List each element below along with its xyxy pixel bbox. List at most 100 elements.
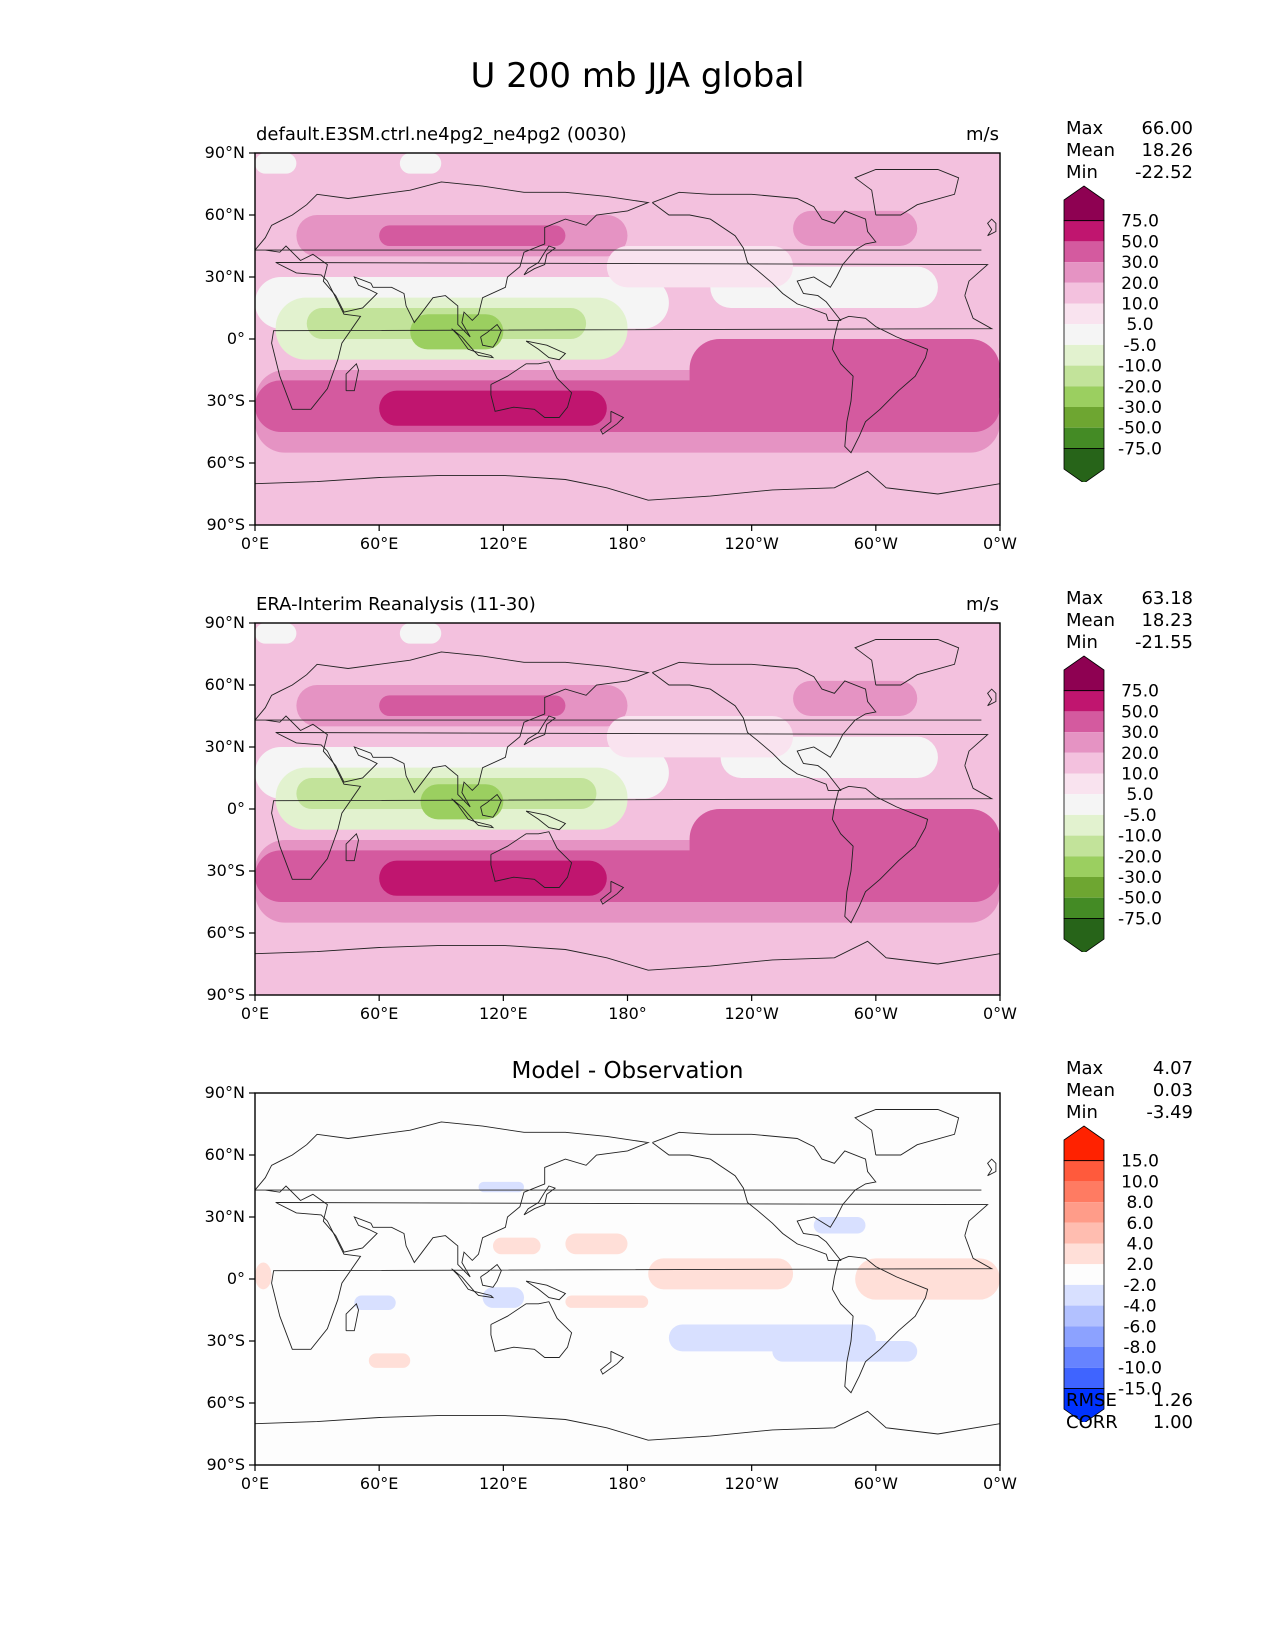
colorbar-segment: [1064, 241, 1104, 263]
colorbar-tick-label: 20.0: [1121, 744, 1159, 764]
colorbar-tick-label: -75.0: [1118, 439, 1162, 459]
x-tick-label: 180°: [608, 1474, 647, 1493]
colorbar-tick-label: 75.0: [1121, 212, 1159, 232]
x-tick-label: 120°W: [724, 534, 779, 553]
x-tick-label: 120°E: [479, 1474, 528, 1493]
y-tick-label: 60°N: [205, 1145, 245, 1164]
y-tick-label: 90°N: [205, 143, 245, 162]
contour-band: [399, 623, 442, 644]
coastline: [525, 1280, 567, 1301]
colorbar-tick-label: 10.0: [1121, 295, 1159, 315]
y-tick-label: 60°N: [205, 205, 245, 224]
colorbar-segment: [1064, 386, 1104, 407]
x-tick-label: 0°E: [241, 534, 269, 553]
coastline: [474, 350, 495, 359]
colorbar-tick-label: -6.0: [1123, 1317, 1156, 1337]
colorbar-segment: [1064, 220, 1104, 242]
stat-label: Mean: [1066, 610, 1116, 631]
colorbar-extend-top: [1063, 655, 1105, 692]
y-tick-label: 0°: [227, 799, 245, 818]
stat-label: Max: [1066, 118, 1104, 139]
panel-center-title: Model - Observation: [511, 1058, 744, 1084]
coastline: [854, 169, 960, 216]
colorbar-segment: [1064, 407, 1104, 428]
x-tick-label: 60°W: [854, 1004, 898, 1023]
contour-band: [855, 1258, 1000, 1300]
coastline: [490, 1301, 573, 1358]
colorbar-tick-label: -8.0: [1123, 1338, 1156, 1358]
coastline: [600, 410, 625, 435]
colorbar-tick-label: 30.0: [1121, 253, 1159, 273]
map-panel-1: 0°E 60°E 120°E 180° 120°W 60°W 0°W 90°N 60°N 30°N…: [0, 0, 1275, 553]
colorbar-segment: [1064, 1347, 1104, 1368]
colorbar-tick-label: 4.0: [1126, 1235, 1153, 1255]
x-tick-label: 0°E: [241, 1474, 269, 1493]
x-tick-label: 120°E: [479, 534, 528, 553]
stat-row: Mean 18.23: [1066, 610, 1193, 632]
colorbar-tick-label: 30.0: [1121, 723, 1159, 743]
coastline: [271, 1202, 994, 1350]
colorbar-segment: [1064, 1243, 1104, 1265]
stat-value: 18.26: [1141, 140, 1193, 161]
x-tick-label: 120°E: [479, 1004, 528, 1023]
coastline: [255, 1410, 1000, 1441]
colorbar-segment: [1064, 1284, 1104, 1306]
stat-value: 4.07: [1152, 1058, 1193, 1079]
map-plot: 0°E 60°E 120°E 180° 120°W 60°W 0°W 90°N 60°N 30°N…: [205, 1083, 1018, 1493]
colorbar-frame: [1063, 220, 1105, 449]
contour-band: [379, 860, 607, 896]
colorbar-segment: [1064, 794, 1104, 815]
colorbar-tick-label: 50.0: [1121, 232, 1159, 252]
coastline: [831, 315, 929, 454]
contour-band: [606, 716, 794, 758]
coastline: [255, 470, 1000, 501]
y-tick-label: 90°N: [205, 1083, 245, 1102]
coastline: [345, 362, 359, 392]
map-plot: 0°E 60°E 120°E 180° 120°W 60°W 0°W 90°N 60°N 30°N…: [205, 613, 1018, 1023]
coastline: [854, 639, 960, 686]
coastline: [480, 323, 502, 348]
coastline: [474, 820, 495, 829]
footer-value: 1.00: [1152, 1412, 1193, 1433]
colorbar-tick-label: 6.0: [1126, 1214, 1153, 1234]
contour-band: [379, 390, 607, 426]
colorbar-extend-top: [1063, 1125, 1105, 1162]
stat-row: Max 63.18: [1066, 588, 1193, 610]
contour-band: [793, 210, 918, 246]
stat-label: Min: [1066, 632, 1098, 653]
y-tick-label: 90°S: [206, 985, 245, 1004]
y-tick-label: 30°N: [205, 737, 245, 756]
stat-row: Min -21.55: [1066, 632, 1193, 654]
colorbar-tick-label: -20.0: [1118, 847, 1162, 867]
colorbar-tick-label: -50.0: [1118, 419, 1162, 439]
coastline: [490, 361, 573, 418]
contour-band: [410, 314, 504, 350]
contour-band: [379, 225, 566, 246]
colorbar-tick-label: 75.0: [1121, 682, 1159, 702]
colorbar-segment: [1064, 1326, 1104, 1347]
units-label: m/s: [966, 124, 999, 145]
coastline: [987, 1158, 997, 1177]
stat-value: 18.23: [1141, 610, 1193, 631]
map-plot: 0°E 60°E 120°E 180° 120°W 60°W 0°W 90°N 60°N 30°N…: [205, 143, 1018, 553]
contour-band: [255, 153, 297, 174]
colorbar-tick-label: -10.0: [1118, 357, 1162, 377]
coastline: [854, 1109, 960, 1156]
colorbar-tick-label: -5.0: [1123, 336, 1156, 356]
stat-value: 66.00: [1141, 118, 1193, 139]
stat-row: Min -3.49: [1066, 1102, 1193, 1124]
contour-band: [772, 1341, 918, 1362]
contour-band: [689, 339, 1000, 422]
colorbar-segment: [1064, 1202, 1104, 1223]
panel-title: ERA-Interim Reanalysis (11-30): [256, 594, 536, 615]
coastline: [525, 810, 567, 831]
x-tick-label: 60°E: [360, 1474, 398, 1493]
x-tick-label: 0°W: [983, 534, 1017, 553]
stats-block: Max 4.07 Mean 0.03 Min -3.49: [1066, 1058, 1193, 1124]
y-tick-label: 60°N: [205, 675, 245, 694]
colorbar-tick-label: 8.0: [1126, 1193, 1153, 1213]
coastline: [480, 1263, 502, 1288]
colorbar-tick-label: 10.0: [1121, 1172, 1159, 1192]
colorbar-segment: [1064, 1367, 1104, 1389]
contour-band: [420, 784, 504, 820]
